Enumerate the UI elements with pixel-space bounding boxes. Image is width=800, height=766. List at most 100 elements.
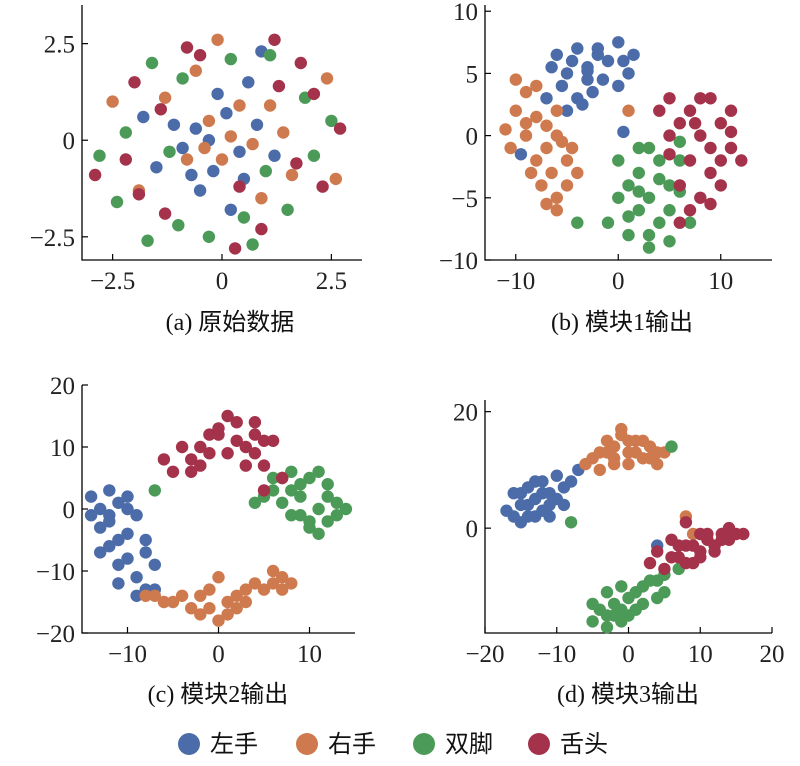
point-left-hand: [224, 203, 237, 216]
x-tick-label: 10: [688, 641, 713, 668]
point-tongue: [672, 539, 685, 552]
point-left-hand: [112, 496, 125, 509]
legend-item-right-hand: 右手: [296, 731, 376, 758]
point-tongue: [724, 141, 738, 155]
point-right-hand: [263, 99, 277, 112]
point-left-hand: [148, 558, 161, 571]
point-right-hand: [189, 64, 202, 77]
point-tongue: [704, 197, 717, 211]
point-right-hand: [519, 117, 533, 130]
point-tongue: [316, 180, 329, 193]
point-feet: [294, 490, 307, 503]
point-feet: [330, 496, 343, 509]
point-tongue: [166, 465, 180, 478]
point-left-hand: [176, 141, 189, 155]
point-right-hand: [202, 114, 216, 128]
point-tongue: [248, 428, 262, 441]
point-right-hand: [175, 589, 189, 602]
point-tongue: [722, 521, 736, 535]
point-left-hand: [103, 484, 116, 497]
point-left-hand: [193, 184, 207, 197]
point-right-hand: [194, 608, 207, 621]
point-feet: [683, 216, 697, 229]
point-right-hand: [320, 72, 334, 85]
point-right-hand: [166, 595, 180, 609]
point-tongue: [704, 141, 717, 155]
point-left-hand: [211, 87, 224, 101]
point-tongue: [266, 434, 280, 447]
point-feet: [330, 509, 343, 522]
point-tongue: [228, 242, 242, 255]
point-left-hand: [130, 571, 143, 584]
point-right-hand: [329, 172, 342, 186]
point-tongue: [230, 416, 243, 429]
point-tongue: [679, 556, 693, 570]
point-right-hand: [203, 583, 216, 596]
point-feet: [586, 615, 599, 628]
point-right-hand: [158, 91, 172, 104]
point-right-hand: [212, 614, 225, 627]
point-left-hand: [536, 487, 549, 500]
point-right-hand: [560, 154, 574, 167]
point-left-hand: [627, 48, 640, 61]
point-feet: [321, 478, 334, 491]
point-feet: [653, 216, 666, 229]
point-right-hand: [586, 452, 599, 465]
point-left-hand: [521, 510, 535, 523]
point-right-hand: [651, 446, 664, 459]
point-feet: [622, 609, 635, 622]
x-tick-label: 0: [216, 268, 229, 295]
point-feet: [607, 609, 621, 622]
point-right-hand: [622, 457, 635, 471]
point-right-hand: [106, 95, 119, 108]
point-feet: [110, 195, 124, 209]
point-right-hand: [212, 571, 225, 584]
panel-d: −20 −10 0 10 20 0 20 (d) 模块3输出: [453, 400, 785, 708]
panel-b: −10 0 10 −10 −5 0 5 10 (b) 模块1输出: [439, 0, 772, 336]
legend-item-left-hand: 左手: [178, 731, 258, 758]
point-feet: [176, 72, 189, 85]
x-tick-label: −20: [465, 641, 504, 668]
point-right-hand: [545, 166, 558, 180]
legend-marker-left-hand: [178, 733, 200, 755]
y-tick-label: 10: [50, 435, 75, 462]
point-left-hand: [94, 546, 107, 559]
point-tongue: [276, 471, 289, 485]
point-tongue: [673, 216, 686, 229]
panel-b-caption: (b) 模块1输出: [551, 309, 693, 336]
x-tick-label: 20: [760, 641, 785, 668]
legend-label-tongue: 舌头: [560, 731, 608, 758]
panel-c: −10 0 10 −20 −10 0 10 20 (c) 模块2输出: [36, 373, 355, 708]
x-tick-label: −10: [537, 641, 576, 668]
point-left-hand: [137, 110, 150, 124]
point-left-hand: [555, 79, 569, 93]
legend-marker-right-hand: [296, 733, 318, 755]
point-left-hand: [521, 498, 535, 512]
point-tongue: [132, 188, 146, 201]
point-right-hand: [276, 571, 289, 584]
point-left-hand: [543, 510, 556, 523]
point-right-hand: [550, 191, 563, 204]
legend: 左手 右手 双脚 舌头: [178, 731, 608, 758]
point-tongue: [268, 33, 281, 46]
point-feet: [266, 471, 280, 485]
point-left-hand: [130, 509, 143, 522]
point-feet: [636, 580, 650, 593]
panel-a-caption: (a) 原始数据: [166, 309, 295, 336]
y-tick-label: 20: [453, 400, 478, 427]
point-left-hand: [529, 475, 542, 488]
point-feet: [601, 216, 615, 229]
point-tongue: [248, 416, 262, 429]
point-right-hand: [535, 179, 548, 192]
point-right-hand: [180, 153, 194, 166]
y-tick-label: 0: [466, 124, 479, 151]
point-tongue: [154, 103, 167, 116]
point-left-hand: [550, 48, 563, 61]
point-feet: [202, 230, 216, 243]
point-tongue: [665, 551, 678, 564]
point-feet: [642, 141, 656, 155]
point-feet: [564, 516, 578, 529]
point-left-hand: [189, 122, 202, 135]
point-tongue: [686, 539, 700, 552]
